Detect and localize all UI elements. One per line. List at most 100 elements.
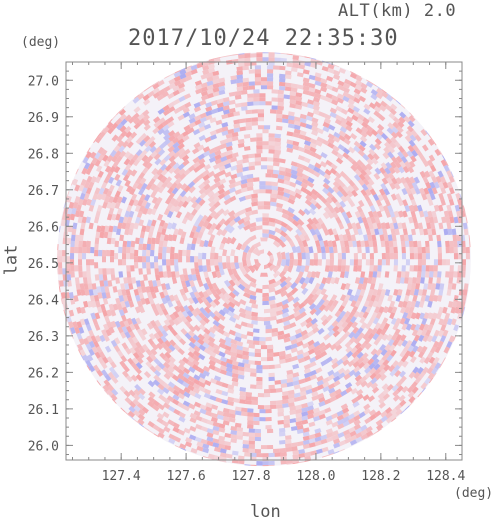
field-cell (207, 282, 214, 291)
field-cell (340, 117, 348, 124)
field-cell (167, 324, 174, 332)
field-cell (171, 234, 178, 242)
field-cell (372, 153, 380, 161)
field-cell (366, 327, 374, 336)
field-cell (197, 231, 204, 239)
field-cell (206, 76, 214, 82)
field-cell (130, 246, 135, 254)
field-cell (203, 327, 211, 335)
field-cell (201, 417, 209, 424)
field-cell (163, 133, 171, 141)
field-cell (215, 271, 222, 279)
field-cell (256, 364, 263, 370)
field-cell (413, 289, 419, 296)
field-cell (431, 187, 438, 195)
field-cell (180, 183, 188, 191)
field-cell (283, 94, 291, 100)
field-cell (428, 356, 436, 364)
field-cell (193, 142, 201, 149)
field-cell (248, 352, 255, 357)
field-cell (98, 274, 104, 281)
field-cell (274, 52, 281, 54)
field-cell (437, 271, 442, 278)
field-cell (422, 334, 429, 343)
field-cell (206, 436, 214, 442)
field-cell (153, 308, 160, 317)
field-cell (327, 329, 335, 337)
field-cell (448, 335, 455, 343)
field-cell (314, 92, 322, 99)
field-cell (363, 222, 370, 230)
field-cell (380, 240, 386, 248)
field-cell (241, 407, 248, 413)
field-cell (421, 271, 426, 278)
field-cell (267, 157, 274, 162)
field-cell (68, 321, 74, 329)
field-cell (248, 165, 255, 171)
field-cell (342, 147, 350, 155)
field-cell (372, 300, 379, 308)
field-cell (279, 240, 287, 248)
field-cell (412, 216, 418, 224)
field-cell (243, 282, 251, 290)
field-cell (334, 200, 342, 209)
field-cell (218, 255, 223, 263)
field-cell (179, 77, 187, 84)
field-cell (357, 361, 365, 369)
field-cell (305, 384, 313, 391)
field-cell (208, 200, 216, 208)
field-cell (195, 415, 203, 422)
field-cell (354, 168, 362, 177)
field-cell (132, 159, 140, 167)
field-cell (138, 388, 146, 396)
field-cell (190, 268, 196, 275)
field-cell (465, 246, 470, 254)
field-cell (380, 415, 388, 423)
field-cell (137, 351, 145, 359)
field-cell (80, 178, 87, 186)
field-cell (311, 117, 319, 124)
field-cell (157, 173, 164, 181)
field-cell (212, 438, 220, 444)
field-cell (413, 222, 419, 230)
field-cell (408, 193, 415, 201)
field-cell (173, 408, 181, 416)
field-cell (268, 364, 275, 370)
field-cell (117, 140, 125, 148)
field-cell (390, 136, 398, 144)
field-cell (102, 274, 108, 281)
field-cell (438, 222, 444, 230)
field-cell (314, 353, 322, 361)
field-cell (203, 150, 211, 157)
field-cell (338, 134, 346, 142)
field-cell (453, 271, 458, 278)
field-cell (223, 279, 231, 288)
field-cell (134, 384, 142, 392)
field-cell (195, 84, 203, 91)
field-cell (91, 346, 98, 354)
field-cell (265, 101, 272, 106)
field-cell (345, 346, 353, 354)
field-cell (163, 319, 171, 327)
field-cell (254, 432, 261, 438)
field-cell (394, 228, 400, 236)
field-cell (394, 182, 401, 190)
field-cell (446, 318, 453, 326)
field-cell (144, 297, 151, 305)
field-cell (340, 283, 347, 291)
field-cell (208, 331, 216, 339)
chart-title: 2017/10/24 22:35:30 (128, 26, 399, 51)
field-cell (213, 310, 221, 318)
field-cell (268, 283, 276, 289)
field-cell (401, 187, 408, 196)
field-cell (353, 331, 361, 340)
field-cell (250, 368, 257, 373)
field-cell (427, 351, 434, 359)
field-cell (391, 126, 399, 134)
field-cell (98, 187, 105, 195)
field-cell (246, 339, 254, 345)
field-cell (381, 333, 389, 341)
field-cell (285, 353, 292, 359)
field-cell (106, 356, 114, 364)
field-cell (293, 116, 301, 122)
